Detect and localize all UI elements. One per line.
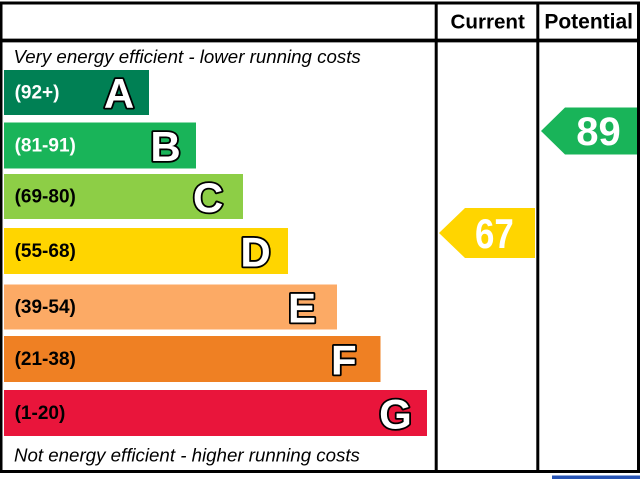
svg-text:A: A [104, 70, 134, 117]
svg-text:Current: Current [451, 11, 526, 34]
svg-text:(39-54): (39-54) [15, 297, 76, 318]
svg-text:(21-38): (21-38) [15, 349, 76, 370]
svg-text:B: B [150, 123, 180, 170]
svg-text:E: E [288, 284, 316, 331]
svg-text:(81-91): (81-91) [15, 136, 76, 157]
svg-text:Potential: Potential [544, 11, 633, 34]
svg-text:89: 89 [576, 110, 621, 154]
svg-text:(69-80): (69-80) [15, 187, 76, 208]
svg-text:67: 67 [475, 211, 514, 258]
svg-text:Very energy efficient - lower: Very energy efficient - lower running co… [14, 46, 361, 67]
svg-text:(1-20): (1-20) [15, 403, 66, 424]
svg-text:(55-68): (55-68) [15, 241, 76, 262]
svg-text:D: D [240, 228, 270, 275]
svg-text:F: F [331, 336, 357, 383]
svg-text:G: G [379, 390, 412, 437]
svg-text:Not energy efficient - higher: Not energy efficient - higher running co… [14, 445, 360, 466]
svg-text:C: C [193, 174, 223, 221]
svg-text:(92+): (92+) [15, 83, 60, 104]
